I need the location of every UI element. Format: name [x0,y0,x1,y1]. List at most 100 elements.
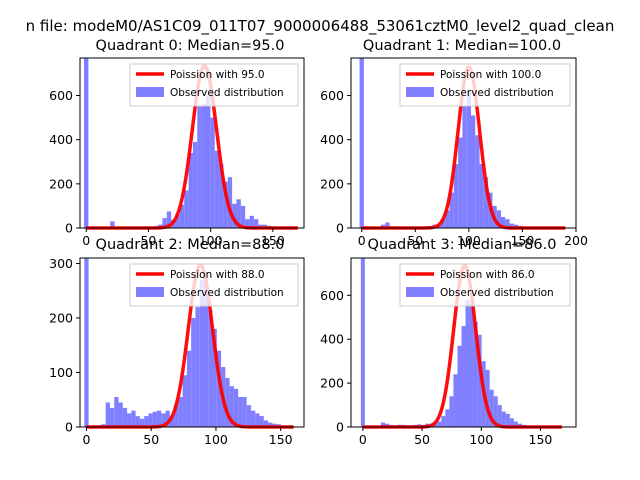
histogram-bar [496,210,501,228]
panel-title: Quadrant 1: Median=100.0 [363,38,561,54]
y-tick-label: 200 [49,310,73,325]
histogram-bar [513,421,518,427]
histogram-bar [263,420,269,427]
y-tick-label: 200 [320,376,344,391]
y-tick-label: 600 [320,288,344,303]
axes-frame [79,257,305,428]
x-tick-label: 50 [143,432,159,447]
x-tick-label: 200 [564,233,588,248]
legend-box [129,263,299,307]
axes-frame [350,257,577,428]
histogram-bar [449,396,454,427]
histogram-bar [110,221,115,228]
histogram-bar [139,418,145,427]
legend-poisson-label: Poission with 86.0 [440,269,535,281]
histogram-bar [505,219,510,228]
panel-title: Quadrant 3: Median=86.0 [368,237,557,253]
legend-hist-swatch [406,87,434,97]
histogram-bar [250,410,256,427]
histogram-bar [453,374,458,427]
x-tick-label: 100 [204,432,228,447]
histogram-bar [184,190,189,228]
histogram-bar [162,218,167,228]
histogram-bar [122,407,128,427]
histogram-bar [457,345,462,427]
histogram-bar [509,418,514,427]
histogram-bar [208,309,213,427]
plot-area: 0 50 100 150 0 100 200 300 [49,256,305,447]
histogram-bar [462,106,467,228]
y-tick-label: 200 [320,176,344,191]
x-tick-label: 150 [261,233,285,248]
histogram-bar [458,137,463,228]
legend-hist-label: Observed distribution [440,87,554,99]
x-tick-label: 0 [82,233,90,248]
y-tick-label: 400 [320,332,344,347]
legend-hist-swatch [136,87,164,97]
legend-hist-swatch [406,287,434,297]
histogram-bar [473,321,478,427]
histogram-bar [249,215,254,228]
histogram-bar [175,214,180,228]
histogram-bar [219,163,224,228]
histogram-bar [210,117,215,228]
x-tick-label: 150 [529,432,553,447]
histogram-bar [505,413,510,427]
x-tick-label: 150 [510,233,534,248]
histogram-bar [229,386,234,427]
y-tick-label: 600 [320,88,344,103]
histogram-bar [437,421,442,427]
histogram-bar [236,199,241,228]
y-tick-label: 200 [49,176,73,191]
x-tick-label: 0 [82,432,90,447]
histogram-bar [152,411,157,427]
histogram-bar [385,222,390,228]
histogram-bar [118,402,123,427]
histogram-bar [174,405,179,427]
x-tick-label: 100 [199,233,223,248]
histogram-bar [84,58,89,228]
histogram-bar [225,377,230,427]
histogram-bar [144,416,149,427]
histogram-bar [188,152,193,228]
plot-area: 0 50 100 150 0 200 400 600 [49,57,305,248]
legend: Poission with 100.0 Observed distributio… [399,63,571,107]
x-tick-label: 50 [140,233,156,248]
histogram-bar [461,326,466,427]
histogram-bar [191,317,196,427]
y-tick-label: 0 [336,420,344,435]
histogram-bar [192,141,198,228]
histogram-bar [466,91,471,229]
legend: Poission with 95.0 Observed distribution [129,63,299,107]
histogram-bar [475,135,480,228]
legend-box [129,63,299,107]
legend-poisson-label: Poission with 88.0 [170,269,265,281]
panel-quadrant-0: Quadrant 0: Median=95.0 0 50 100 150 0 200 400… [49,38,305,248]
histogram-bar [240,205,246,228]
legend-hist-label: Observed distribution [170,287,284,299]
histogram-bar [509,223,514,228]
histogram-bar [359,58,364,228]
histogram-bar [201,104,206,228]
histogram-bar [178,397,183,427]
panel-quadrant-2: Quadrant 2: Median=88.0 0 50 100 150 0 100 200… [49,237,305,447]
y-tick-label: 400 [49,132,73,147]
histogram-bar [445,210,450,228]
histogram-bar [483,177,489,228]
histogram-bar [105,402,110,427]
histogram-bar [445,409,450,427]
y-tick-label: 400 [320,132,344,147]
legend-poisson-label: Poission with 95.0 [170,69,265,81]
histogram-bar [360,258,365,427]
histogram-bar [216,350,222,427]
panel-quadrant-1: Quadrant 1: Median=100.0 0 50 100 150 200 0 20… [320,38,588,248]
histogram-bar [380,422,385,427]
legend: Poission with 88.0 Observed distribution [129,263,299,307]
histogram-bar [259,416,264,427]
histogram-bar [232,203,237,228]
histogram-bar [255,413,260,427]
x-tick-label: 100 [469,432,493,447]
legend-poisson-label: Poission with 100.0 [440,69,541,81]
histogram-bar [114,397,119,427]
